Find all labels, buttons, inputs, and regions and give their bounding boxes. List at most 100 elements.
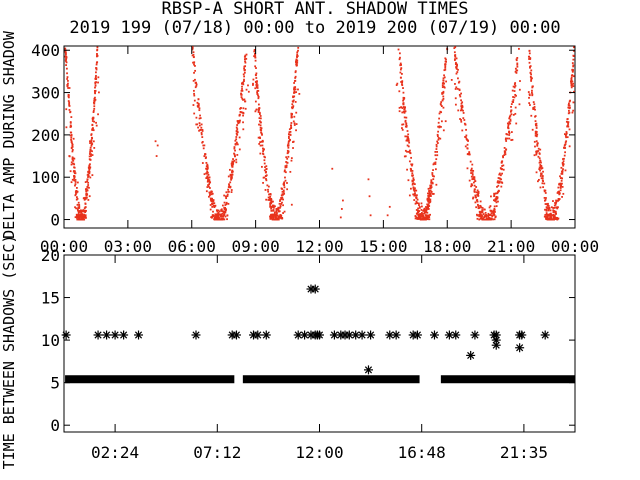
data-point xyxy=(570,78,573,80)
data-point xyxy=(281,193,284,196)
data-point xyxy=(476,217,479,220)
data-point xyxy=(367,178,370,181)
data-point xyxy=(216,209,219,212)
data-point xyxy=(231,170,234,173)
data-point xyxy=(287,142,290,145)
data-point xyxy=(235,158,238,161)
data-point xyxy=(76,203,79,206)
data-point xyxy=(75,215,78,218)
data-point xyxy=(276,214,279,217)
data-point xyxy=(283,169,286,172)
data-point xyxy=(562,164,565,167)
data-point xyxy=(407,139,410,142)
data-point xyxy=(242,121,244,124)
data-point xyxy=(91,120,94,122)
data-point xyxy=(557,206,559,209)
data-point xyxy=(97,113,99,116)
data-point xyxy=(91,128,94,130)
data-point xyxy=(481,211,484,214)
asterisk-point xyxy=(102,330,112,340)
data-point xyxy=(405,122,408,125)
data-point xyxy=(528,52,531,55)
data-point xyxy=(497,177,500,179)
data-point xyxy=(295,111,298,114)
data-point xyxy=(458,89,461,92)
data-point xyxy=(206,164,209,167)
data-point xyxy=(455,61,457,64)
data-point xyxy=(295,129,297,132)
data-point xyxy=(68,109,71,111)
data-point xyxy=(508,121,511,123)
data-point xyxy=(290,157,293,160)
data-point xyxy=(425,206,427,208)
data-point xyxy=(205,172,208,175)
data-point xyxy=(435,183,438,186)
data-point xyxy=(514,67,517,70)
data-point xyxy=(92,129,95,132)
data-point xyxy=(487,212,490,215)
data-point xyxy=(197,104,200,107)
data-point xyxy=(572,101,575,104)
data-point xyxy=(439,103,442,105)
data-point xyxy=(211,214,214,217)
data-point xyxy=(445,80,448,83)
data-point xyxy=(227,190,230,193)
data-point xyxy=(472,196,475,199)
data-point xyxy=(502,155,504,158)
data-point xyxy=(233,147,236,150)
data-point xyxy=(279,216,282,219)
data-point xyxy=(494,211,496,213)
data-point xyxy=(259,117,262,120)
data-point xyxy=(505,148,508,151)
data-point xyxy=(212,204,215,207)
data-point xyxy=(510,105,512,108)
data-point xyxy=(243,67,245,70)
data-point xyxy=(291,106,293,109)
data-point xyxy=(408,194,411,197)
data-point xyxy=(473,184,476,187)
data-point xyxy=(401,83,403,86)
data-point xyxy=(238,120,240,122)
data-point xyxy=(218,210,221,213)
data-point xyxy=(71,178,74,181)
data-point xyxy=(241,88,243,90)
data-point xyxy=(201,136,204,138)
data-point xyxy=(483,216,485,219)
data-point xyxy=(258,113,261,116)
data-point xyxy=(218,213,221,216)
data-point xyxy=(436,133,439,136)
data-point xyxy=(557,199,559,202)
data-point xyxy=(285,164,288,167)
data-point xyxy=(261,133,263,136)
data-point xyxy=(494,216,497,219)
data-point xyxy=(254,74,257,76)
data-point xyxy=(531,128,534,131)
data-point xyxy=(553,216,556,219)
asterisk-point xyxy=(429,330,439,340)
asterisk-point xyxy=(93,330,103,340)
data-point xyxy=(487,215,490,218)
asterisk-point xyxy=(357,330,367,340)
data-point xyxy=(270,206,273,209)
data-point xyxy=(201,162,204,164)
data-point xyxy=(493,195,495,198)
data-point xyxy=(262,150,264,153)
data-point xyxy=(553,204,556,207)
data-point xyxy=(73,166,75,169)
asterisk-point xyxy=(540,330,550,340)
data-point xyxy=(480,214,483,217)
data-point xyxy=(562,162,564,165)
data-point xyxy=(208,179,211,182)
data-point xyxy=(435,148,438,150)
data-point xyxy=(570,83,573,86)
data-point xyxy=(95,124,98,127)
data-point xyxy=(530,78,533,81)
data-point xyxy=(211,202,213,205)
data-point xyxy=(206,176,209,179)
data-point xyxy=(64,52,67,55)
data-point xyxy=(258,108,260,111)
data-point xyxy=(240,107,242,109)
data-point xyxy=(410,156,413,159)
data-point xyxy=(268,193,270,196)
data-point xyxy=(498,190,500,192)
